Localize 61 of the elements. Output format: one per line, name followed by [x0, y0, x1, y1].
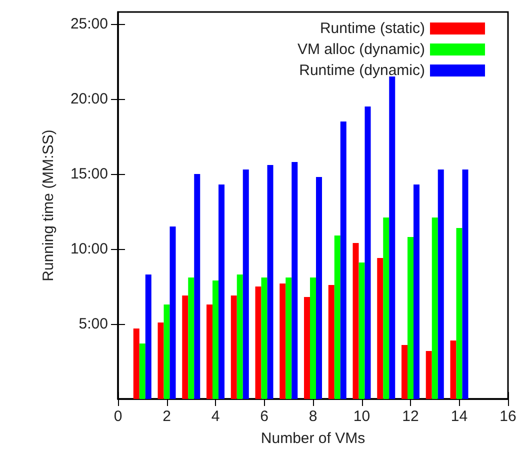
bar — [267, 165, 274, 399]
bar — [389, 76, 396, 399]
bar — [212, 280, 218, 399]
x-axis-title: Number of VMs — [260, 430, 366, 447]
bar — [188, 278, 194, 399]
y-tick-label: 15:00 — [70, 166, 108, 182]
x-tick-label: 2 — [162, 408, 171, 425]
bar — [286, 278, 292, 399]
legend-label: VM alloc (dynamic) — [297, 41, 426, 58]
bar — [462, 170, 468, 399]
bar — [139, 344, 146, 399]
bar — [364, 106, 371, 399]
bar — [280, 284, 286, 399]
x-tick-label: 4 — [211, 408, 220, 425]
bar — [230, 296, 237, 399]
bar — [426, 351, 432, 399]
y-tick-label: 5:00 — [78, 316, 108, 332]
bar — [292, 162, 298, 399]
y-axis-title: Running time (MM:SS) — [40, 130, 57, 282]
bar — [261, 278, 268, 399]
bar — [304, 297, 310, 399]
bar — [438, 170, 444, 399]
bar — [218, 184, 224, 399]
bar — [236, 274, 243, 399]
bar — [377, 258, 384, 399]
bar — [133, 328, 140, 399]
bar — [383, 218, 390, 399]
bar — [170, 226, 176, 399]
bar — [194, 174, 200, 399]
bar — [145, 274, 152, 399]
bar — [182, 296, 188, 399]
bar — [164, 304, 170, 399]
bar — [402, 345, 408, 399]
bar — [158, 322, 164, 399]
legend-label: Runtime (dynamic) — [299, 62, 425, 79]
bar — [456, 228, 462, 399]
bar — [352, 243, 359, 399]
x-tick-label: 16 — [500, 408, 516, 425]
y-tick-label: 25:00 — [70, 16, 108, 32]
bar — [206, 304, 212, 399]
bar — [334, 236, 340, 399]
y-tick-label: 20:00 — [70, 90, 108, 108]
bar — [414, 184, 420, 399]
y-tick-label: 10:00 — [70, 240, 108, 258]
bar — [242, 170, 249, 399]
bar — [450, 340, 456, 399]
legend-label: Runtime (static) — [320, 20, 425, 37]
bar — [310, 278, 316, 399]
x-tick-label: 6 — [260, 408, 268, 425]
x-tick-label: 0 — [114, 408, 122, 425]
bar — [340, 122, 346, 399]
bar — [255, 286, 262, 399]
x-tick-label: 8 — [308, 408, 318, 425]
x-tick-label: 12 — [402, 408, 419, 425]
bar — [358, 262, 365, 399]
bar — [316, 177, 322, 399]
bar — [408, 237, 414, 399]
x-tick-label: 10 — [353, 408, 370, 425]
x-tick-label: 14 — [450, 408, 468, 425]
bar — [328, 285, 334, 399]
bar — [432, 218, 438, 399]
